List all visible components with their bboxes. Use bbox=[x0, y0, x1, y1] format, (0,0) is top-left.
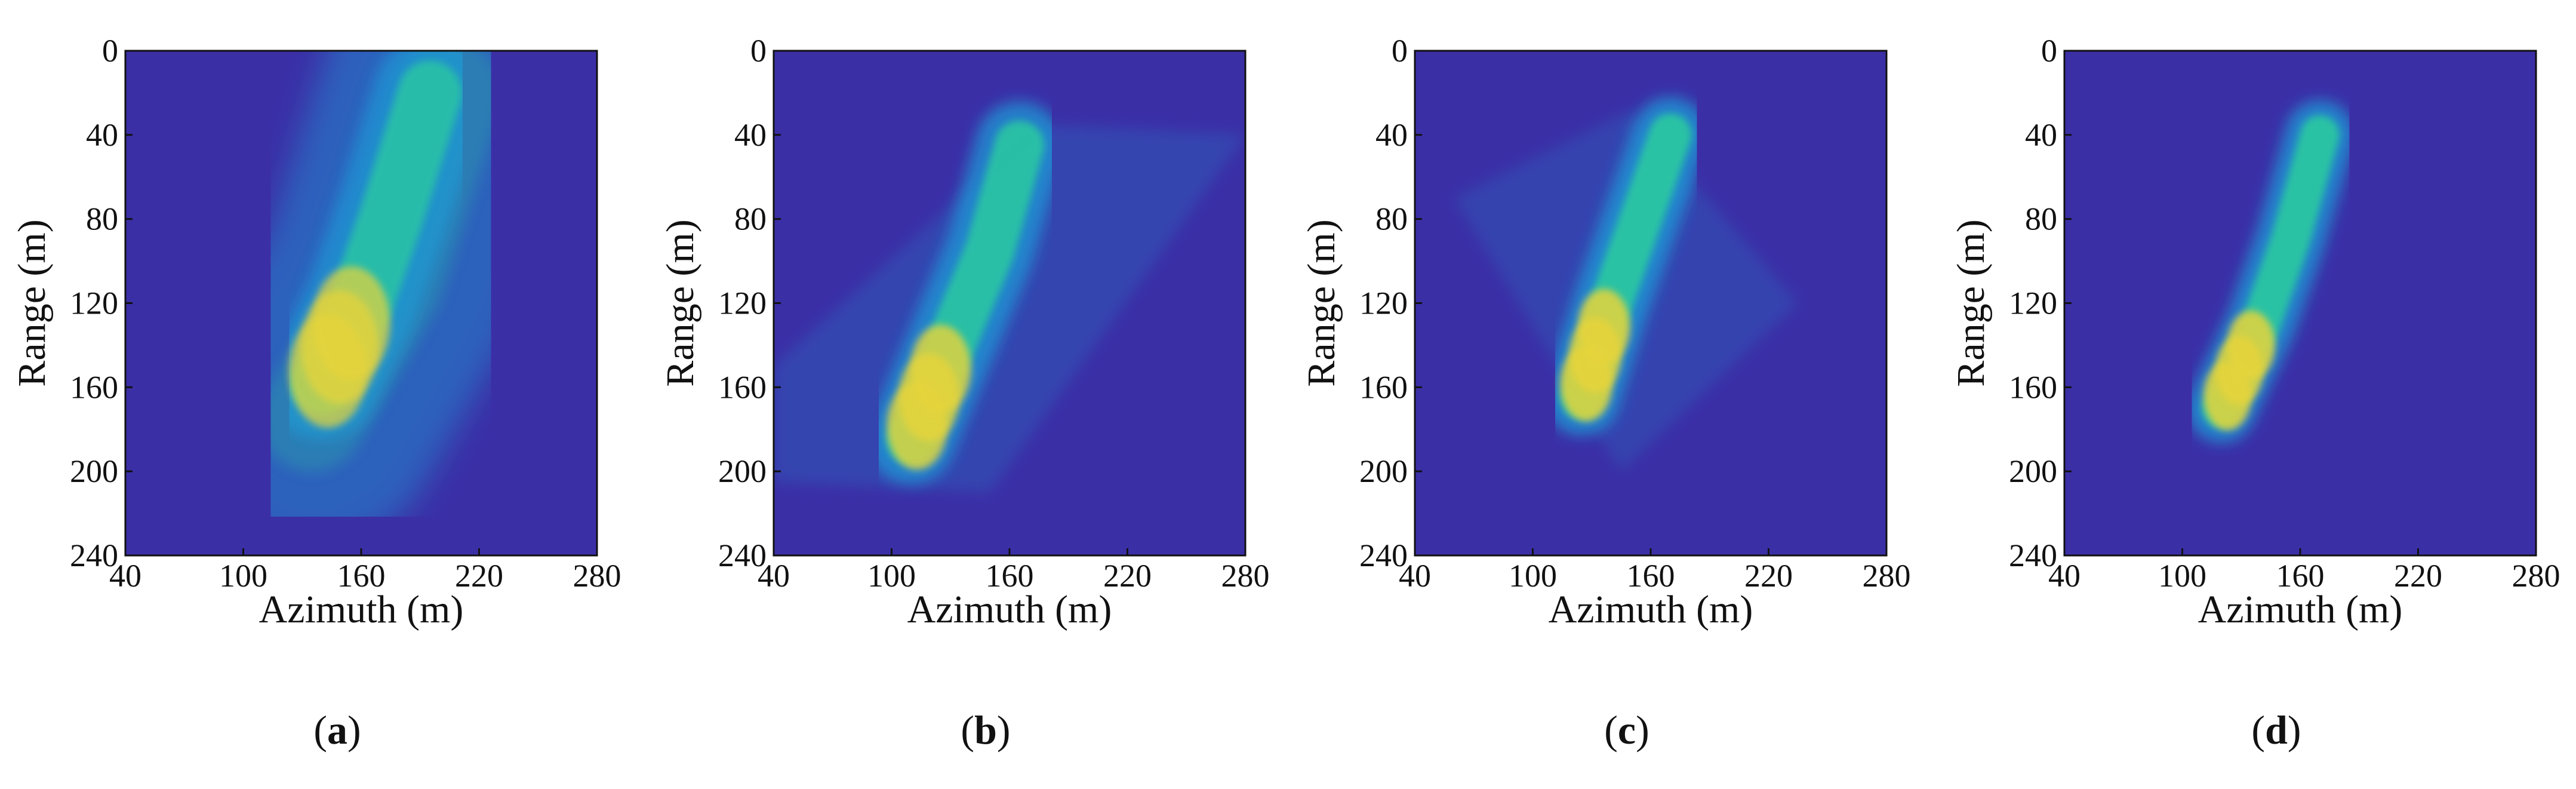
y-tick-label: 240 bbox=[1359, 538, 1408, 573]
y-tick-label: 160 bbox=[1359, 369, 1408, 405]
panel-a: 40 100 160 220 280 0 40 80 120 160 200 240 Azimuth (… bbox=[10, 33, 621, 753]
x-axis-label: Azimuth (m) bbox=[1549, 588, 1753, 631]
y-tick-label: 160 bbox=[718, 369, 767, 405]
y-axis-label: Range (m) bbox=[10, 219, 54, 386]
heatmap-content bbox=[774, 101, 1245, 493]
x-axis-label: Azimuth (m) bbox=[259, 588, 464, 631]
x-tick-label: 160 bbox=[1627, 558, 1675, 594]
panel-b: 40 100 160 220 280 0 40 80 120 160 200 240 Azimuth (… bbox=[658, 33, 1270, 753]
x-tick-label: 280 bbox=[2512, 558, 2560, 594]
y-tick-label: 120 bbox=[718, 285, 767, 321]
heatmap-content bbox=[182, 51, 580, 549]
x-tick-label: 40 bbox=[109, 558, 141, 594]
y-tick-label: 80 bbox=[2025, 201, 2057, 237]
x-tick-label: 160 bbox=[337, 558, 386, 594]
x-tick-label: 40 bbox=[758, 558, 790, 594]
y-tick-label: 80 bbox=[1375, 201, 1408, 237]
y-tick-label: 80 bbox=[86, 201, 118, 237]
hot-spot bbox=[910, 324, 971, 413]
y-tick-label: 120 bbox=[70, 285, 118, 321]
y-tick-label: 160 bbox=[2009, 369, 2057, 405]
y-tick-label: 0 bbox=[102, 33, 118, 69]
y-axis-label: Range (m) bbox=[1949, 219, 1993, 386]
y-tick-label: 40 bbox=[86, 117, 118, 153]
x-tick-label: 280 bbox=[573, 558, 621, 594]
y-tick-label: 240 bbox=[70, 538, 118, 573]
hot-spot bbox=[312, 266, 390, 380]
y-tick-label: 200 bbox=[1359, 453, 1408, 489]
x-axis-label: Azimuth (m) bbox=[907, 588, 1112, 631]
y-tick-label: 40 bbox=[734, 117, 767, 153]
y-tick-label: 40 bbox=[1375, 117, 1408, 153]
x-tick-label: 100 bbox=[219, 558, 267, 594]
y-tick-label: 120 bbox=[1359, 285, 1408, 321]
x-tick-label: 100 bbox=[867, 558, 916, 594]
hot-spot bbox=[1578, 288, 1630, 365]
x-tick-label: 220 bbox=[455, 558, 503, 594]
x-tick-label: 40 bbox=[1399, 558, 1431, 594]
y-tick-label: 200 bbox=[718, 453, 767, 489]
y-tick-label: 40 bbox=[2025, 117, 2057, 153]
y-tick-label: 240 bbox=[718, 538, 767, 573]
x-tick-label: 280 bbox=[1863, 558, 1911, 594]
x-axis-label: Azimuth (m) bbox=[2198, 588, 2403, 631]
y-tick-label: 200 bbox=[2009, 453, 2057, 489]
x-tick-label: 40 bbox=[2048, 558, 2081, 594]
panel-caption: (c) bbox=[1604, 707, 1649, 753]
hot-spot bbox=[2227, 310, 2275, 380]
panel-d: 40 100 160 220 280 0 40 80 120 160 200 240 Azimuth (… bbox=[1949, 33, 2560, 753]
x-tick-label: 220 bbox=[2394, 558, 2442, 594]
x-tick-label: 220 bbox=[1744, 558, 1793, 594]
x-tick-label: 160 bbox=[986, 558, 1034, 594]
y-tick-label: 0 bbox=[2041, 33, 2057, 69]
y-tick-label: 160 bbox=[70, 369, 118, 405]
panel-caption: (a) bbox=[313, 707, 361, 753]
heatmap-content bbox=[2187, 100, 2355, 443]
y-tick-label: 240 bbox=[2009, 538, 2057, 573]
y-tick-label: 0 bbox=[750, 33, 767, 69]
y-tick-label: 200 bbox=[70, 453, 118, 489]
y-axis-label: Range (m) bbox=[1300, 219, 1343, 386]
x-tick-label: 100 bbox=[1509, 558, 1557, 594]
y-tick-label: 80 bbox=[734, 201, 767, 237]
heatmap-content bbox=[1454, 97, 1798, 472]
panel-caption: (b) bbox=[961, 707, 1010, 753]
x-tick-label: 100 bbox=[2158, 558, 2206, 594]
x-tick-label: 160 bbox=[2276, 558, 2325, 594]
x-tick-label: 220 bbox=[1103, 558, 1152, 594]
y-tick-label: 120 bbox=[2009, 285, 2057, 321]
panel-caption: (d) bbox=[2251, 707, 2301, 753]
panel-c: 40 100 160 220 280 0 40 80 120 160 200 240 Azimuth (… bbox=[1300, 33, 1911, 753]
y-axis-label: Range (m) bbox=[658, 219, 702, 386]
x-tick-label: 280 bbox=[1221, 558, 1270, 594]
y-tick-label: 0 bbox=[1392, 33, 1408, 69]
